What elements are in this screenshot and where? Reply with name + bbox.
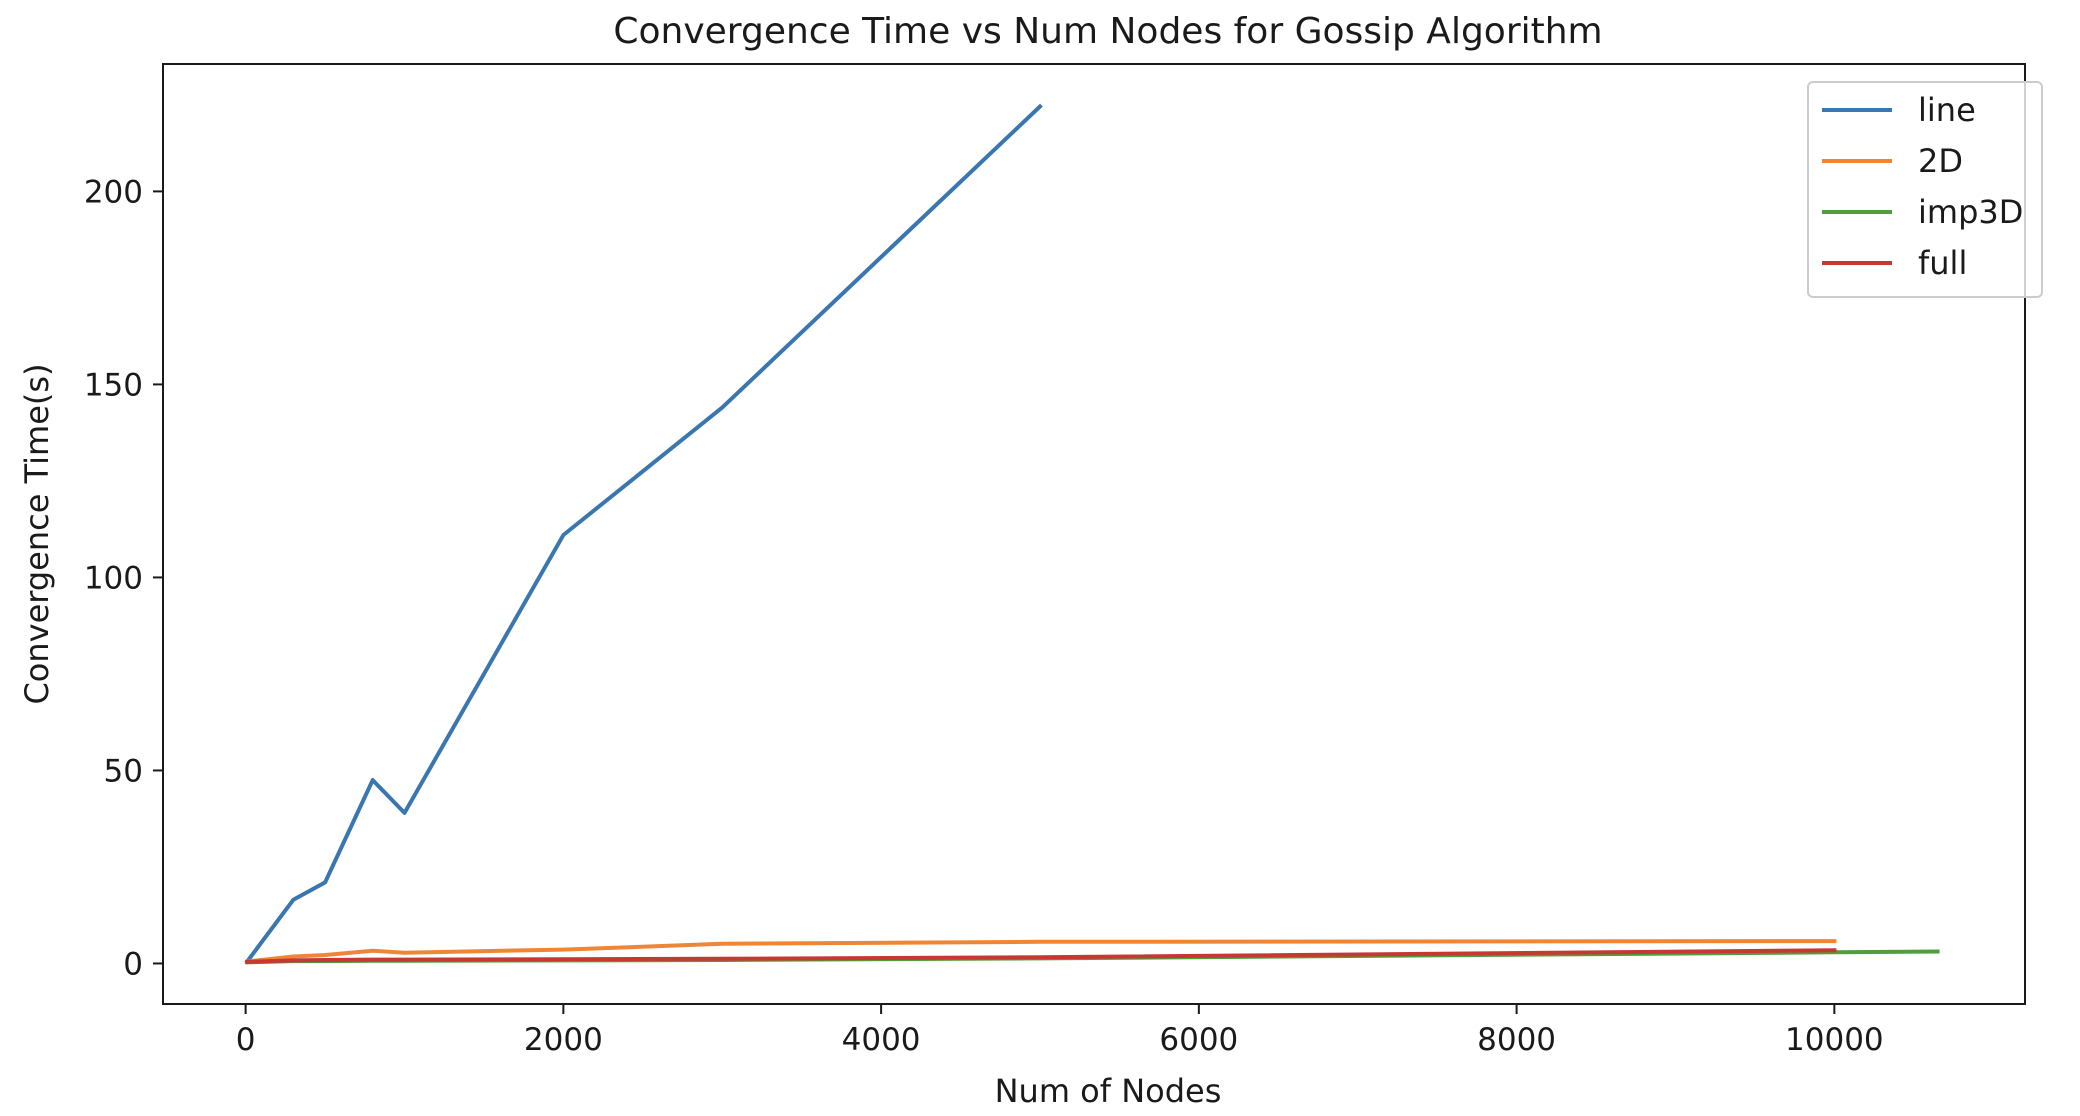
legend: line 2D imp3D full — [1807, 81, 2043, 298]
plot-frame — [162, 63, 2026, 1005]
y-tick-label: 150 — [84, 367, 143, 403]
series-line-line — [244, 103, 1043, 965]
legend-label-2D: 2D — [1918, 142, 1963, 180]
legend-label-line: line — [1918, 91, 1976, 129]
series-line-full — [245, 948, 1837, 964]
chart-title: Convergence Time vs Num Nodes for Gossip… — [613, 11, 1602, 52]
y-tick-label: 100 — [84, 560, 143, 596]
legend-label-imp3D: imp3D — [1918, 193, 2023, 231]
x-tick-label: 2000 — [524, 1022, 603, 1058]
legend-label-full: full — [1918, 244, 1967, 282]
x-tick-label: 10000 — [1785, 1022, 1884, 1058]
x-tick-label: 6000 — [1159, 1022, 1238, 1058]
y-tick-label: 0 — [123, 946, 143, 982]
x-tick-label: 4000 — [842, 1022, 921, 1058]
x-tick-label: 8000 — [1477, 1022, 1556, 1058]
plot-area: 0 2000 4000 6000 8000 10000 0 50 100 150 200 — [84, 63, 2026, 1058]
x-tick-label: 0 — [236, 1022, 256, 1058]
legend-box — [1807, 81, 2043, 298]
y-tick-label: 50 — [104, 753, 143, 789]
x-axis-label: Num of Nodes — [995, 1072, 1222, 1110]
series-line-2D — [244, 939, 1837, 964]
y-tick-label: 200 — [84, 174, 143, 210]
y-axis-ticks: 0 50 100 150 200 — [84, 174, 163, 982]
y-axis-label: Convergence Time(s) — [18, 363, 56, 704]
x-axis-ticks: 0 2000 4000 6000 8000 10000 — [236, 1004, 1884, 1058]
series-layer — [244, 103, 1940, 965]
